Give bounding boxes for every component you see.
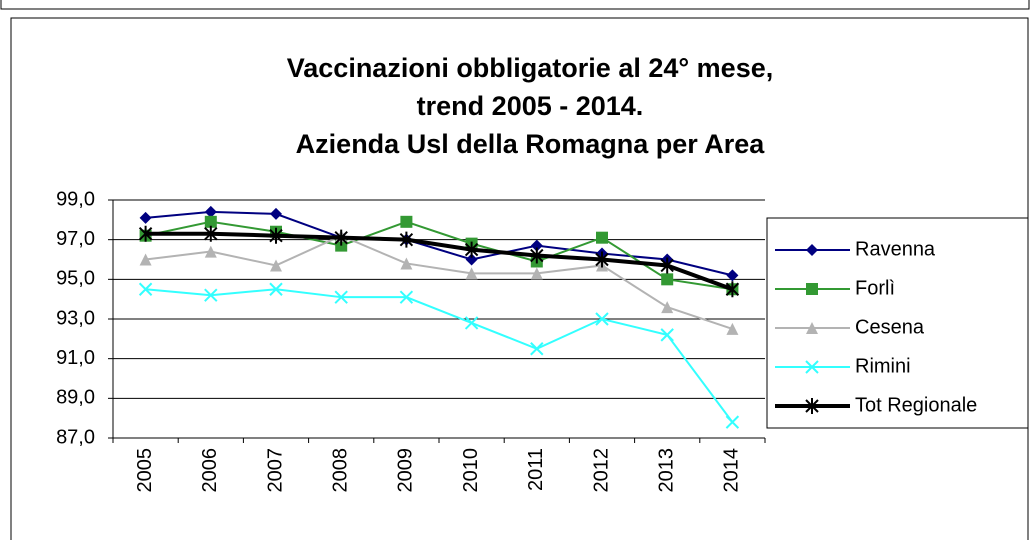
marker-stroke [660, 328, 674, 342]
marker [530, 342, 544, 356]
marker [805, 398, 819, 414]
marker [270, 259, 282, 272]
legend-label: Forlì [855, 277, 895, 299]
y-tick-label: 89,0 [56, 387, 95, 409]
chart-title: Vaccinazioni obbligatorie al 24° mese, [287, 53, 773, 83]
y-tick-label: 97,0 [56, 228, 95, 250]
legend-label: Tot Regionale [855, 394, 977, 416]
marker [465, 253, 478, 266]
marker-stroke [138, 225, 153, 242]
marker [204, 245, 217, 258]
marker-stroke [660, 257, 674, 274]
marker-stroke [334, 229, 348, 246]
marker [725, 281, 740, 298]
marker [660, 328, 674, 342]
marker [596, 231, 608, 244]
x-tick-label: 2012 [590, 448, 612, 493]
y-tick-label: 87,0 [56, 426, 95, 448]
marker [661, 301, 674, 314]
series-line [145, 288, 734, 423]
marker [204, 215, 217, 228]
marker-stroke [464, 241, 479, 258]
series-line [145, 210, 733, 277]
marker [805, 360, 819, 374]
marker [595, 251, 609, 268]
marker-stroke [269, 227, 283, 244]
marker [400, 215, 413, 228]
marker [726, 322, 739, 335]
x-tick-label: 2007 [264, 448, 286, 493]
marker-stroke [595, 312, 609, 326]
x-tick-label: 2006 [199, 448, 221, 493]
marker [139, 253, 152, 266]
x-tick-label: 2011 [525, 448, 547, 491]
series-line [145, 220, 733, 291]
marker [138, 282, 153, 296]
marker-stroke [204, 225, 218, 242]
marker [399, 231, 414, 248]
marker [139, 211, 152, 224]
marker [465, 267, 478, 280]
series-line [145, 231, 734, 292]
legend-label: Cesena [855, 316, 925, 338]
x-tick-label: 2013 [655, 448, 677, 493]
marker [464, 316, 479, 330]
x-tick-label: 2014 [721, 448, 743, 493]
x-tick-label: 2009 [395, 448, 417, 493]
y-tick-label: 95,0 [56, 268, 95, 290]
marker [806, 244, 818, 256]
marker-stroke [805, 398, 819, 414]
marker [204, 288, 218, 302]
marker [269, 227, 283, 244]
marker-stroke [805, 360, 819, 374]
marker [138, 225, 153, 242]
marker-stroke [464, 316, 479, 330]
x-tick-label: 2008 [329, 448, 351, 493]
marker [530, 267, 543, 280]
marker [464, 241, 479, 258]
marker [806, 283, 818, 295]
x-tick-label: 2005 [134, 448, 156, 493]
marker-stroke [399, 231, 414, 248]
marker-stroke [725, 281, 740, 298]
y-tick-label: 93,0 [56, 307, 95, 329]
marker-stroke [399, 290, 414, 304]
marker [530, 247, 544, 264]
marker [661, 273, 674, 286]
marker [334, 229, 348, 246]
top-frame [0, 0, 1030, 10]
marker [270, 207, 282, 220]
marker [530, 239, 543, 252]
marker [595, 312, 609, 326]
marker [204, 205, 217, 218]
marker [204, 225, 218, 242]
marker-stroke [204, 288, 218, 302]
chart-title: Azienda Usl della Romagna per Area [296, 129, 766, 159]
marker [400, 257, 413, 270]
y-tick-label: 91,0 [56, 347, 95, 369]
marker-stroke [530, 342, 544, 356]
series-line [145, 234, 733, 330]
marker-stroke [138, 282, 153, 296]
marker-stroke [725, 415, 740, 429]
marker [399, 290, 414, 304]
marker [726, 269, 739, 282]
marker-stroke [269, 282, 283, 296]
x-tick-label: 2010 [460, 448, 482, 493]
marker [269, 282, 283, 296]
legend-label: Ravenna [855, 238, 936, 260]
legend-label: Rimini [855, 355, 911, 377]
marker [725, 415, 740, 429]
marker-stroke [334, 290, 348, 304]
marker [806, 322, 818, 334]
marker [334, 290, 348, 304]
marker-stroke [595, 251, 609, 268]
y-tick-label: 99,0 [56, 188, 95, 210]
marker-stroke [530, 247, 544, 264]
chart-title: trend 2005 - 2014. [417, 91, 644, 121]
marker [660, 257, 674, 274]
